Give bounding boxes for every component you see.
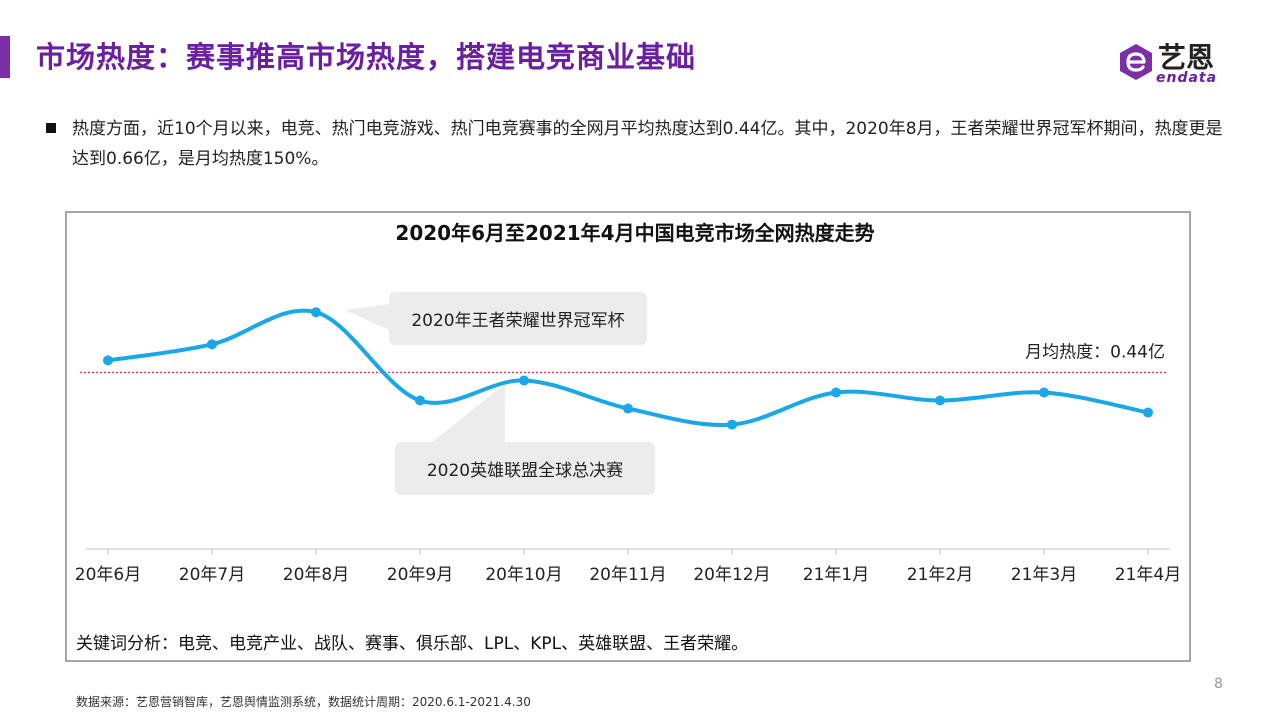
logo-text-cn: 艺恩 (1158, 41, 1215, 74)
data-point (623, 403, 633, 414)
data-point (1143, 407, 1153, 418)
data-point (311, 307, 321, 318)
data-point (415, 395, 425, 406)
data-point (103, 355, 113, 366)
callout-pointer (432, 384, 505, 442)
callout-layer: 2020年王者荣耀世界冠军杯 2020英雄联盟全球总决赛 (345, 292, 655, 495)
title-accent-bar (0, 36, 10, 78)
x-ticks: 20年6月 20年7月 20年8月 20年9月 20年10月 20年11月 20年12月 21… (75, 549, 1181, 585)
data-point (1039, 387, 1049, 398)
data-point (831, 387, 841, 398)
x-tick-label: 21年2月 (907, 565, 973, 585)
data-point (727, 419, 737, 430)
callout-pointer (345, 304, 389, 330)
page-number: 8 (1214, 676, 1223, 692)
x-tick-label: 21年3月 (1011, 565, 1077, 585)
x-tick-label: 20年9月 (387, 565, 453, 585)
data-point (935, 395, 945, 406)
x-tick-label: 21年4月 (1115, 565, 1181, 585)
bullet-icon (46, 123, 56, 133)
callout-label: 2020年王者荣耀世界冠军杯 (411, 311, 624, 331)
data-points (103, 307, 1153, 430)
logo: 艺恩 endata (1112, 38, 1252, 90)
callout-label: 2020英雄联盟全球总决赛 (427, 460, 623, 481)
x-tick-label: 20年11月 (589, 565, 666, 585)
chart-title: 2020年6月至2021年4月中国电竞市场全网热度走势 (395, 221, 875, 245)
callout-box (389, 292, 647, 345)
callout-box (395, 442, 655, 495)
reference-line-label: 月均热度：0.44亿 (1025, 342, 1165, 362)
x-tick-label: 20年6月 (75, 565, 141, 585)
x-tick-label: 20年7月 (179, 565, 245, 585)
page-title: 市场热度：赛事推高市场热度，搭建电竞商业基础 (36, 40, 697, 74)
data-point (519, 375, 529, 386)
x-tick-label: 21年1月 (803, 565, 869, 585)
data-source-footnote: 数据来源：艺恩营销智库，艺恩舆情监测系统，数据统计周期：2020.6.1-202… (76, 695, 531, 709)
endata-logo-icon (1120, 44, 1152, 80)
logo-text-en: endata (1156, 70, 1218, 86)
x-tick-label: 20年12月 (693, 565, 770, 585)
x-tick-label: 20年8月 (283, 565, 349, 585)
chart-frame (65, 211, 1191, 662)
data-point (207, 339, 217, 350)
summary-text: 热度方面，近10个月以来，电竞、热门电竞游戏、热门电竞赛事的全网月平均热度达到0… (72, 119, 1223, 169)
keywords-text: 关键词分析：电竞、电竞产业、战队、赛事、俱乐部、LPL、KPL、英雄联盟、王者荣… (76, 634, 749, 654)
x-tick-label: 20年10月 (485, 565, 562, 585)
